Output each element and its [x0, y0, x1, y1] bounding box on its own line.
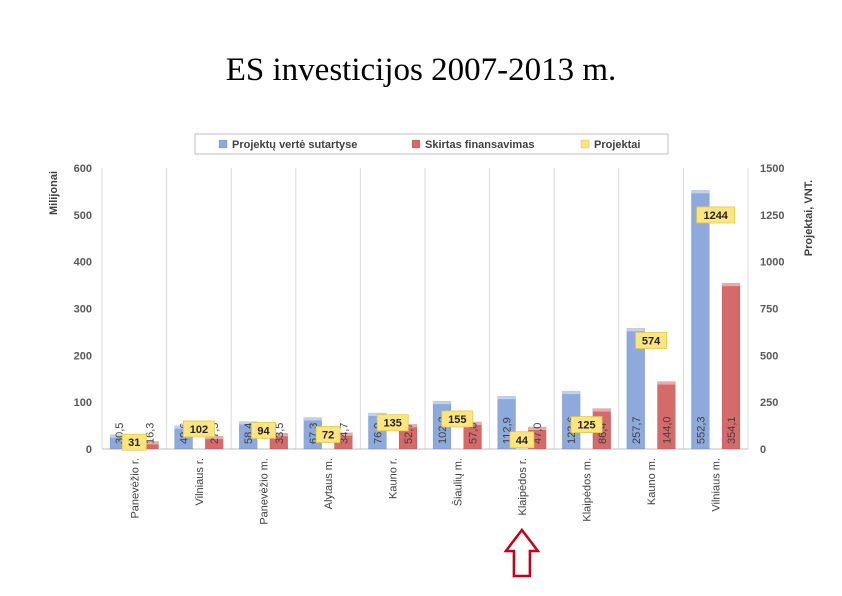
project-labels: 31 102 94 72 135 155 44 125 574 1244: [121, 206, 736, 451]
project-label-box: [376, 414, 409, 432]
bar-value-label: 34,7: [338, 423, 350, 444]
y-tick-label: 300: [74, 304, 92, 316]
y2-tick-label: 250: [760, 397, 778, 409]
project-value-label: 72: [322, 430, 334, 442]
bar-highlight: [626, 328, 645, 332]
category-labels: Panevėžio r. Vilniaus r. Panevėžio m. Alyta…: [129, 458, 722, 525]
bar: [626, 328, 646, 450]
y-tick-label: 0: [86, 444, 92, 456]
bar-value-label: 354,1: [726, 416, 738, 444]
legend-swatch: [411, 139, 421, 149]
project-value-label: 155: [448, 414, 466, 426]
y-tick-label: 500: [74, 210, 92, 222]
bar-highlight: [691, 190, 710, 194]
y2-tick-label: 1250: [760, 210, 784, 222]
y2-tick-label: 750: [760, 304, 778, 316]
bar-highlight: [140, 441, 159, 445]
y-axis-ticks: 0 100 200 300 400 500 600: [74, 163, 92, 456]
legend-entry: Skirtas finansavimas: [425, 139, 534, 151]
y2-axis-ticks: 0 250 500 750 1000 1250 1500: [760, 163, 784, 456]
y2-axis-title: Projektai, VNT.: [803, 180, 815, 256]
y-tick-label: 400: [74, 257, 92, 269]
project-value-label: 125: [577, 420, 595, 432]
bar-highlight: [303, 417, 322, 421]
y2-tick-label: 1000: [760, 257, 784, 269]
legend-entry: Projektų vertė sutartyse: [232, 139, 357, 151]
category-label: Kauno m.: [646, 458, 658, 505]
legend-box: [194, 133, 669, 155]
bar: [657, 381, 676, 450]
project-value-label: 1244: [703, 210, 728, 222]
y2-tick-label: 0: [760, 444, 766, 456]
bar-highlight: [110, 434, 128, 438]
legend-swatch: [218, 139, 228, 149]
bar-value-label: 16,3: [145, 423, 157, 444]
legend: Projektų vertė sutartyse Skirtas finansav…: [194, 133, 669, 155]
project-label-box: [509, 431, 535, 449]
project-value-label: 102: [190, 424, 208, 436]
y-tick-label: 200: [74, 350, 92, 362]
bar-highlight: [239, 421, 258, 425]
project-label-box: [696, 206, 736, 224]
project-label-box: [182, 420, 215, 438]
bar-value-label: 47,0: [532, 423, 544, 444]
bar-highlight: [592, 408, 611, 412]
category-label: Šiaulių m.: [451, 458, 464, 506]
legend-swatch: [580, 139, 590, 149]
category-label: Vilniaus r.: [194, 458, 206, 506]
project-label-box: [570, 416, 603, 433]
slide-title: ES investicijos 2007-2013 m.: [225, 52, 617, 88]
grid: [101, 168, 749, 450]
project-label-box: [635, 332, 667, 349]
bar-highlight: [269, 433, 288, 437]
project-label-box: [441, 410, 474, 428]
category-label: Alytaus m.: [323, 458, 335, 509]
bar-highlight: [528, 426, 547, 430]
y2-tick-label: 1500: [760, 163, 784, 175]
project-value-label: 94: [257, 425, 270, 437]
project-label-box: [315, 426, 341, 443]
category-label: Vilniaus m.: [711, 458, 723, 512]
bar-value-label: 552,3: [695, 416, 707, 444]
category-label: Kauno r.: [388, 458, 400, 499]
bar: [721, 282, 741, 450]
bar-value-label: 144,0: [661, 416, 673, 444]
bar-highlight: [205, 436, 224, 440]
highlight-arrow: [503, 527, 541, 578]
category-label: Klaipėdos r.: [517, 458, 529, 515]
bar-highlight: [562, 391, 581, 395]
legend-entry: Projektai: [594, 139, 640, 151]
project-value-label: 44: [516, 435, 529, 447]
project-label-box: [121, 433, 147, 451]
arrow-up-icon: [503, 527, 541, 578]
bar-value-label: 112,9: [502, 417, 514, 444]
category-label: Panevėžio m.: [259, 458, 271, 525]
project-label-box: [251, 421, 276, 439]
category-label: Klaipėdos m.: [582, 458, 594, 522]
bar-value-label: 33,5: [274, 423, 286, 444]
y2-tick-label: 500: [760, 350, 778, 362]
bar-highlight: [334, 432, 353, 436]
project-value-label: 31: [128, 437, 140, 449]
category-label: Panevėžio r.: [129, 458, 141, 519]
bar-highlight: [722, 283, 740, 287]
y-tick-label: 600: [74, 163, 92, 175]
y-axis-title: Milijonai: [48, 171, 60, 215]
bar-value-label: 257,7: [631, 416, 643, 444]
bar-highlight: [433, 401, 451, 405]
bar-highlight: [657, 381, 676, 385]
bar: [691, 190, 710, 450]
project-value-label: 135: [384, 418, 402, 430]
bar-value-label: 57,8: [468, 423, 480, 444]
project-value-label: 574: [642, 335, 661, 347]
bar-highlight: [497, 396, 516, 400]
y-tick-label: 100: [74, 397, 92, 409]
